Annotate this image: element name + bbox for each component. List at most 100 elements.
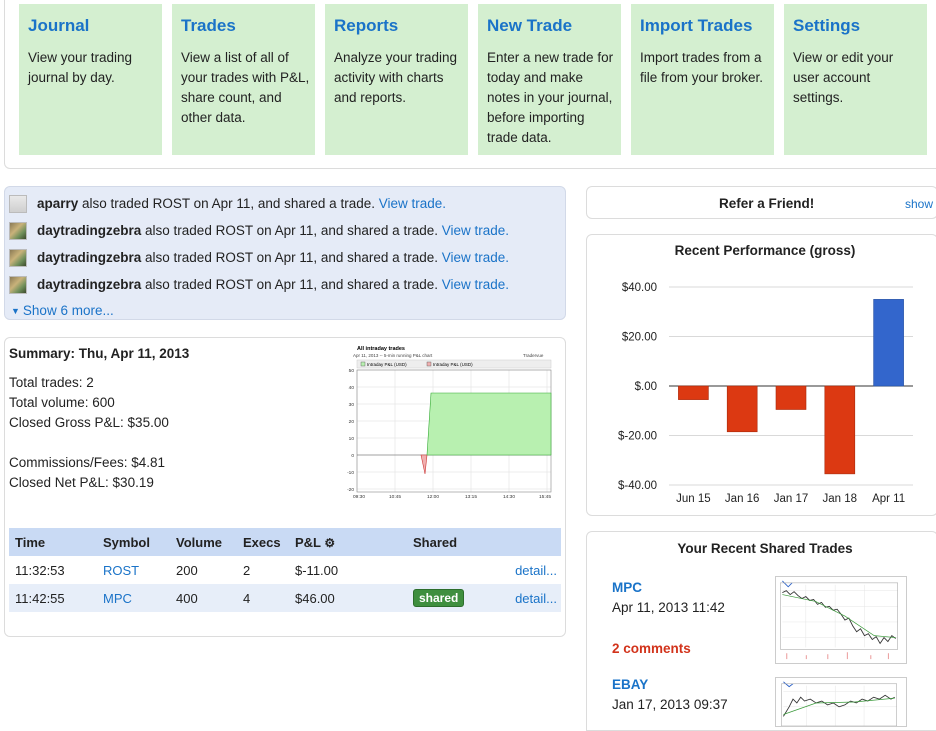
y-axis-tick-label: $.00	[635, 381, 657, 393]
feed-user[interactable]: daytradingzebra	[37, 277, 142, 292]
feed-user[interactable]: daytradingzebra	[37, 250, 142, 265]
main-navigation: Journal View your trading journal by day…	[4, 0, 936, 169]
avatar[interactable]	[9, 276, 27, 294]
y-tick-label: 0	[351, 453, 354, 459]
performance-title: Recent Performance (gross)	[674, 243, 856, 258]
cell-execs: 4	[243, 584, 295, 612]
feed-message: also traded ROST on Apr 11, and shared a…	[141, 250, 442, 265]
y-axis-tick-label: $40.00	[622, 282, 657, 294]
show-more-label: Show 6 more...	[22, 303, 114, 318]
bar[interactable]	[726, 385, 758, 433]
refer-a-friend-panel: Refer a Friend! show	[586, 186, 936, 219]
recent-performance-panel: Recent Performance (gross) $40.00 $20.00 $…	[586, 234, 936, 516]
avatar[interactable]	[9, 195, 27, 213]
x-tick-label: 14:30	[503, 494, 515, 500]
feed-message: also traded ROST on Apr 11, and shared a…	[141, 223, 442, 238]
col-shared[interactable]: Shared	[413, 528, 513, 556]
y-tick-label: 50	[349, 368, 355, 374]
detail-link[interactable]: detail...	[515, 562, 557, 578]
intraday-pnl-chart[interactable]: All intraday trades Apr 11, 2013 -- 5-mi…	[337, 342, 553, 502]
legend-swatch-red	[426, 361, 432, 367]
commissions-fees: Commissions/Fees: $4.81	[9, 455, 166, 470]
shared-badge[interactable]: shared	[413, 589, 465, 607]
col-symbol[interactable]: Symbol	[103, 528, 176, 556]
bar[interactable]	[873, 299, 904, 387]
daily-summary-panel: Summary: Thu, Apr 11, 2013 Total trades:…	[4, 337, 566, 637]
x-tick-label: 12:00	[427, 494, 439, 500]
nav-title-journal[interactable]: Journal	[28, 16, 90, 35]
y-axis-tick-label: $20.00	[622, 332, 657, 344]
view-trade-link[interactable]: View trade.	[441, 250, 510, 265]
feed-message: also traded ROST on Apr 11, and shared a…	[78, 196, 379, 211]
closed-gross-pnl: Closed Gross P&L: $35.00	[9, 415, 169, 430]
shared-trade-comments-link[interactable]: 2 comments	[612, 641, 691, 656]
recent-performance-chart[interactable]: $40.00 $20.00 $.00 $-20.00 $-40.00 Jun 15 Jan …	[587, 235, 936, 517]
y-tick-label: -10	[347, 470, 354, 476]
x-axis-category-label: Apr 11	[872, 493, 905, 505]
table-row[interactable]: 11:32:53 ROST 200 2 $-11.00 detail...	[9, 556, 561, 584]
gear-icon[interactable]: ⚙	[324, 535, 336, 550]
nav-desc-trades: View a list of all of your trades with P…	[181, 50, 310, 125]
view-trade-link[interactable]: View trade.	[441, 223, 510, 238]
col-pnl[interactable]: P&L ⚙	[295, 528, 413, 556]
nav-card-import-trades[interactable]: Import Trades Import trades from a file …	[631, 4, 774, 155]
y-tick-label: 30	[349, 402, 355, 408]
bar[interactable]	[775, 385, 807, 410]
detail-link[interactable]: detail...	[513, 584, 561, 612]
feed-user[interactable]: aparry	[37, 196, 79, 211]
col-volume[interactable]: Volume	[176, 528, 243, 556]
col-execs[interactable]: Execs	[243, 528, 295, 556]
nav-card-journal[interactable]: Journal View your trading journal by day…	[19, 4, 162, 155]
x-tick-label: 09:30	[353, 494, 365, 500]
nav-desc-reports: Analyze your trading activity with chart…	[334, 50, 458, 105]
y-tick-label: 10	[349, 436, 355, 442]
view-trade-link[interactable]: View trade.	[441, 277, 510, 292]
triangle-down-icon: ▼	[11, 306, 20, 316]
nav-title-import-trades[interactable]: Import Trades	[640, 16, 753, 35]
bar[interactable]	[678, 385, 709, 400]
nav-title-new-trade[interactable]: New Trade	[487, 16, 573, 35]
activity-feed: aparry also traded ROST on Apr 11, and s…	[4, 186, 566, 320]
col-time[interactable]: Time	[9, 528, 103, 556]
nav-card-reports[interactable]: Reports Analyze your trading activity wi…	[325, 4, 468, 155]
shared-trade-symbol-link[interactable]: EBAY	[612, 677, 649, 692]
shared-trade-symbol-link[interactable]: MPC	[612, 580, 642, 595]
feed-user[interactable]: daytradingzebra	[37, 223, 142, 238]
table-row[interactable]: 11:42:55 MPC 400 4 $46.00 shared detail.…	[9, 584, 561, 612]
cell-symbol-link[interactable]: MPC	[103, 584, 176, 612]
nav-title-trades[interactable]: Trades	[181, 16, 236, 35]
shared-trade-date: Apr 11, 2013 11:42	[612, 600, 725, 615]
cell-pnl: $46.00	[295, 584, 413, 612]
nav-title-reports[interactable]: Reports	[334, 16, 399, 35]
show-more-link[interactable]: ▼ Show 6 more...	[11, 303, 114, 318]
nav-desc-import-trades: Import trades from a file from your brok…	[640, 50, 764, 85]
trades-table: Time Symbol Volume Execs P&L ⚙ Shared 11…	[9, 528, 561, 612]
nav-desc-settings: View or edit your user account settings.	[793, 50, 894, 105]
x-axis-category-label: Jun 15	[676, 493, 711, 505]
recent-shared-trades-panel: Your Recent Shared Trades MPC Apr 11, 20…	[586, 531, 936, 731]
table-header-row: Time Symbol Volume Execs P&L ⚙ Shared	[9, 528, 561, 556]
cell-shared: shared	[413, 584, 513, 612]
bar[interactable]	[824, 385, 856, 475]
total-trades: Total trades: 2	[9, 375, 94, 390]
intraday-chart-subtitle: Apr 11, 2013 -- 5-min running P&L chart	[353, 353, 433, 358]
y-axis-tick-label: $-20.00	[618, 431, 657, 443]
total-volume: Total volume: 600	[9, 395, 115, 410]
nav-title-settings[interactable]: Settings	[793, 16, 861, 35]
x-axis-category-label: Jan 17	[774, 493, 809, 505]
x-tick-label: 13:15	[465, 494, 477, 500]
nav-card-new-trade[interactable]: New Trade Enter a new trade for today an…	[478, 4, 621, 155]
cell-time: 11:32:53	[15, 562, 65, 578]
cell-symbol-link[interactable]: ROST	[103, 562, 140, 578]
view-trade-link[interactable]: View trade.	[378, 196, 447, 211]
x-tick-label: 15:45	[539, 494, 551, 500]
nav-card-trades[interactable]: Trades View a list of all of your trades…	[172, 4, 315, 155]
cell-time: 11:42:55	[9, 584, 103, 612]
shared-trade-chart-thumbnail[interactable]	[775, 677, 907, 727]
nav-card-settings[interactable]: Settings View or edit your user account …	[784, 4, 927, 155]
shared-trade-chart-thumbnail[interactable]	[775, 576, 907, 664]
avatar[interactable]	[9, 249, 27, 267]
avatar[interactable]	[9, 222, 27, 240]
intraday-chart-brand: Tradervue	[523, 353, 544, 358]
refer-show-link[interactable]: show	[905, 197, 934, 211]
